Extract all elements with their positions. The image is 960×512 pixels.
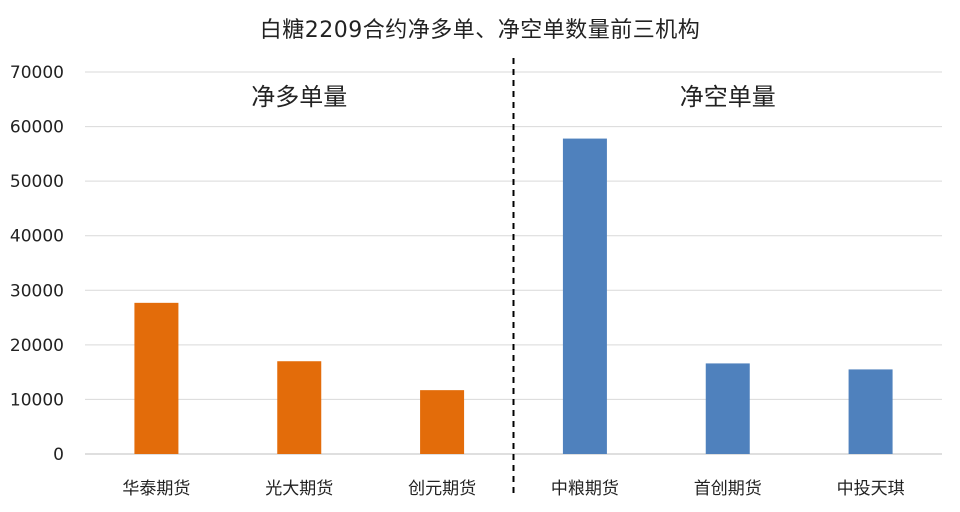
y-tick-label: 70000 xyxy=(10,63,64,83)
bar xyxy=(562,138,607,454)
bar xyxy=(277,361,322,454)
x-tick-label: 首创期货 xyxy=(694,479,762,499)
x-tick-label: 光大期货 xyxy=(265,479,333,499)
x-tick-label: 中投天琪 xyxy=(837,479,905,499)
group-label: 净空单量 xyxy=(680,83,776,111)
bar xyxy=(420,390,465,454)
x-tick-label: 华泰期货 xyxy=(122,479,190,499)
y-tick-label: 30000 xyxy=(10,281,64,301)
bar xyxy=(134,302,179,454)
y-tick-label: 20000 xyxy=(10,336,64,356)
bar xyxy=(705,363,750,454)
group-label: 净多单量 xyxy=(251,83,347,111)
y-tick-label: 50000 xyxy=(10,172,64,192)
x-tick-label: 创元期货 xyxy=(408,479,476,499)
y-tick-label: 0 xyxy=(53,445,64,465)
y-tick-label: 60000 xyxy=(10,118,64,138)
bar xyxy=(848,369,893,454)
x-tick-label: 中粮期货 xyxy=(551,479,619,499)
y-tick-label: 40000 xyxy=(10,227,64,247)
y-tick-label: 10000 xyxy=(10,390,64,410)
chart-title: 白糖2209合约净多单、净空单数量前三机构 xyxy=(259,18,701,43)
